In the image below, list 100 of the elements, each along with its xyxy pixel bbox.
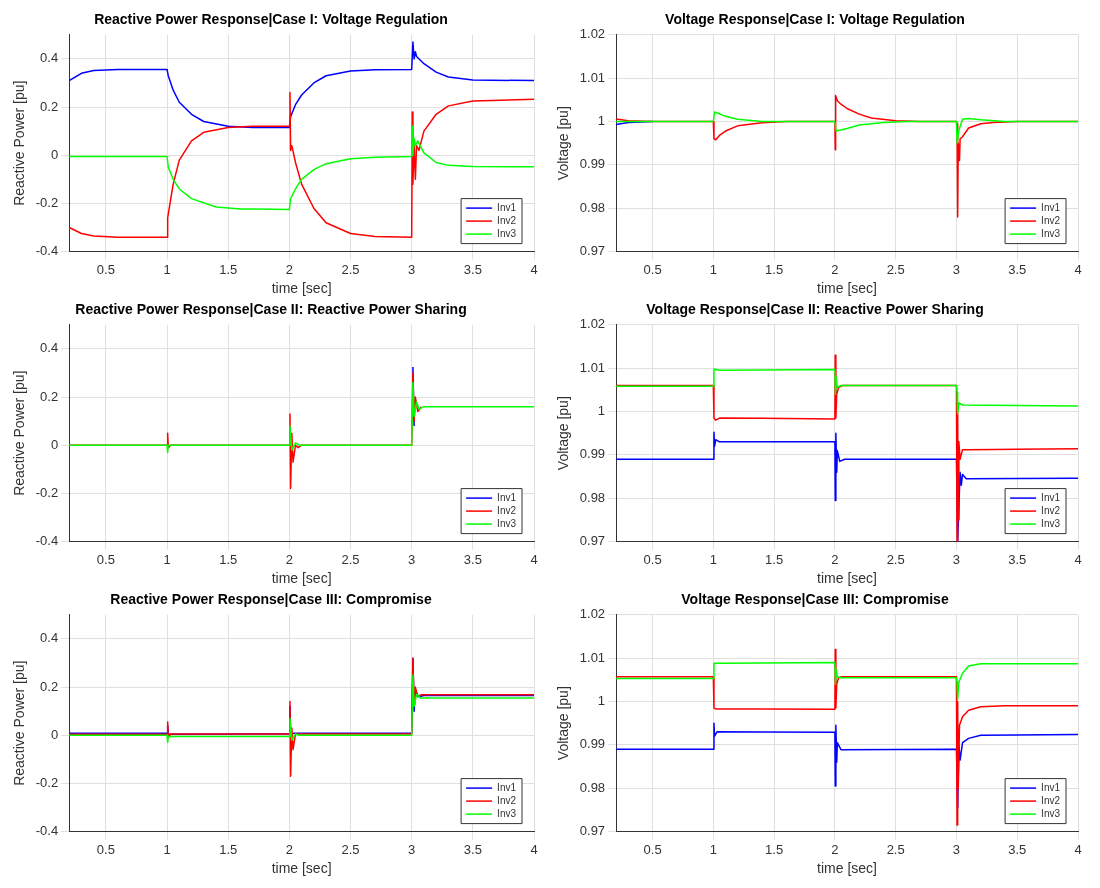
x-tick-label: 3.5 bbox=[463, 841, 482, 857]
y-tick-label: -0.4 bbox=[35, 533, 59, 549]
y-axis-title: Voltage [pu] bbox=[555, 396, 572, 471]
y-tick-label: 0 bbox=[50, 726, 59, 742]
y-tick-label: 1.01 bbox=[579, 359, 606, 375]
y-tick-label: -0.2 bbox=[35, 485, 59, 500]
legend-label: Inv3 bbox=[1041, 227, 1061, 239]
y-axis-title: Reactive Power [pu] bbox=[11, 80, 28, 206]
x-tick-label: 3.5 bbox=[463, 261, 482, 277]
x-tick-label: 3.5 bbox=[1008, 841, 1027, 857]
x-tick-label: 1 bbox=[709, 551, 717, 567]
y-tick-label: 0.98 bbox=[579, 199, 606, 215]
y-tick-label: 0.99 bbox=[579, 736, 606, 752]
x-tick-label: 3 bbox=[952, 841, 961, 857]
y-tick-label: 1 bbox=[597, 403, 606, 419]
y-axis-title: Voltage [pu] bbox=[555, 686, 572, 761]
x-tick-label: 1.5 bbox=[765, 841, 784, 857]
legend-label: Inv3 bbox=[1041, 517, 1061, 529]
legend-label: Inv3 bbox=[497, 807, 517, 819]
x-tick-label: 2 bbox=[831, 551, 839, 567]
x-tick-label: 1.5 bbox=[219, 841, 238, 857]
legend-label: Inv2 bbox=[1041, 214, 1061, 226]
y-tick-label: 1.02 bbox=[579, 316, 606, 332]
legend-label: Inv2 bbox=[1041, 794, 1061, 806]
x-tick-label: 4 bbox=[1074, 841, 1082, 857]
y-tick-label: 0 bbox=[50, 146, 59, 162]
x-tick-label: 3.5 bbox=[1008, 261, 1027, 277]
y-axis-title: Reactive Power [pu] bbox=[11, 370, 28, 496]
legend-label: Inv1 bbox=[1041, 201, 1061, 213]
legend-label: Inv3 bbox=[497, 227, 517, 239]
legend-label: Inv3 bbox=[497, 517, 517, 529]
x-tick-label: 2.5 bbox=[341, 551, 360, 567]
legend-label: Inv3 bbox=[1041, 807, 1061, 819]
x-tick-label: 2.5 bbox=[886, 551, 905, 567]
x-tick-label: 1.5 bbox=[219, 261, 238, 277]
x-tick-label: 0.5 bbox=[643, 841, 662, 857]
legend-label: Inv2 bbox=[497, 214, 517, 226]
legend-label: Inv2 bbox=[1041, 504, 1061, 516]
y-tick-label: -0.2 bbox=[35, 195, 59, 210]
y-tick-label: 0.2 bbox=[40, 388, 59, 404]
chart-title: Reactive Power Response|Case II: Reactive Power Sharing bbox=[75, 301, 467, 318]
y-tick-label: -0.4 bbox=[35, 823, 59, 839]
x-axis-title: time [sec] bbox=[817, 860, 877, 877]
y-tick-label: 1 bbox=[597, 113, 606, 129]
y-tick-label: 1.01 bbox=[579, 649, 606, 665]
x-tick-label: 0.5 bbox=[96, 841, 115, 857]
x-tick-label: 4 bbox=[1074, 261, 1082, 277]
y-tick-label: 0.4 bbox=[40, 340, 59, 356]
x-tick-label: 0.5 bbox=[643, 261, 662, 277]
y-tick-label: -0.2 bbox=[35, 775, 59, 790]
chart-title: Reactive Power Response|Case I: Voltage Regulation bbox=[94, 11, 448, 28]
x-tick-label: 1 bbox=[163, 261, 171, 277]
y-tick-label: 0.97 bbox=[579, 533, 606, 549]
legend-label: Inv1 bbox=[497, 201, 517, 213]
x-axis-title: time [sec] bbox=[271, 860, 332, 877]
x-tick-label: 3 bbox=[408, 261, 416, 277]
y-tick-label: 1 bbox=[597, 693, 606, 709]
y-tick-label: 0.98 bbox=[579, 489, 606, 505]
x-tick-label: 2 bbox=[285, 841, 293, 857]
chart-title: Voltage Response|Case III: Compromise bbox=[681, 591, 949, 608]
y-tick-label: 0.4 bbox=[40, 50, 59, 66]
x-tick-label: 0.5 bbox=[96, 261, 115, 277]
x-tick-label: 1.5 bbox=[219, 551, 238, 567]
chart-title: Voltage Response|Case II: Reactive Power Sharing bbox=[646, 301, 984, 318]
x-tick-label: 2 bbox=[831, 261, 839, 277]
x-axis-title: time [sec] bbox=[271, 280, 332, 297]
y-tick-label: 0.2 bbox=[40, 678, 59, 694]
chart-title: Voltage Response|Case I: Voltage Regulation bbox=[665, 11, 965, 28]
legend-label: Inv2 bbox=[497, 504, 517, 516]
legend-label: Inv2 bbox=[497, 794, 517, 806]
y-tick-label: 0.99 bbox=[579, 446, 606, 462]
y-tick-label: 0.98 bbox=[579, 779, 606, 795]
y-tick-label: -0.4 bbox=[35, 243, 59, 259]
x-tick-label: 4 bbox=[530, 261, 538, 277]
y-tick-label: 0 bbox=[50, 436, 59, 452]
x-tick-label: 2 bbox=[285, 261, 293, 277]
x-tick-label: 1 bbox=[709, 841, 717, 857]
y-tick-label: 0.99 bbox=[579, 156, 606, 172]
x-tick-label: 1.5 bbox=[765, 261, 784, 277]
y-axis-title: Voltage [pu] bbox=[555, 106, 572, 181]
x-tick-label: 2.5 bbox=[341, 261, 360, 277]
y-tick-label: 0.97 bbox=[579, 823, 606, 839]
y-tick-label: 0.2 bbox=[40, 98, 59, 114]
x-tick-label: 3 bbox=[408, 841, 416, 857]
x-tick-label: 2.5 bbox=[341, 841, 360, 857]
x-tick-label: 3 bbox=[952, 261, 961, 277]
legend-label: Inv1 bbox=[1041, 781, 1061, 793]
x-tick-label: 4 bbox=[1074, 551, 1082, 567]
legend-label: Inv1 bbox=[497, 491, 517, 503]
x-tick-label: 4 bbox=[530, 841, 538, 857]
x-tick-label: 1 bbox=[163, 841, 171, 857]
x-tick-label: 0.5 bbox=[643, 551, 662, 567]
x-tick-label: 2 bbox=[831, 841, 839, 857]
x-tick-label: 3 bbox=[952, 551, 961, 567]
legend-label: Inv1 bbox=[497, 781, 517, 793]
y-tick-label: 1.02 bbox=[579, 26, 606, 42]
x-axis-title: time [sec] bbox=[271, 570, 332, 587]
legend-label: Inv1 bbox=[1041, 491, 1061, 503]
x-tick-label: 2.5 bbox=[886, 841, 905, 857]
x-tick-label: 3.5 bbox=[463, 551, 482, 567]
